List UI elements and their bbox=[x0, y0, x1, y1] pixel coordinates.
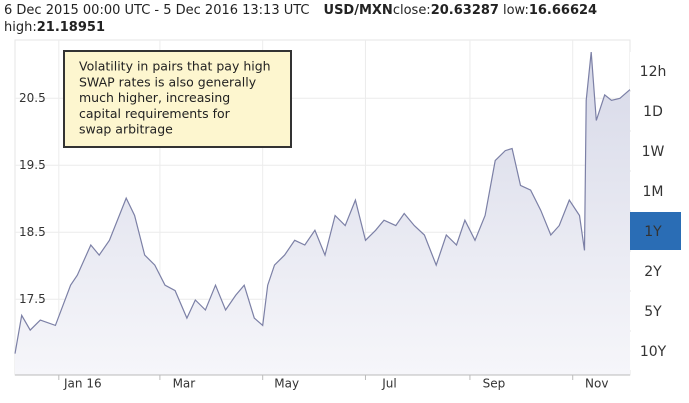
y-tick-label: 18.5 bbox=[19, 225, 46, 239]
stat-label: close: bbox=[393, 3, 431, 18]
date-range: 6 Dec 2015 00:00 UTC - 5 Dec 2016 13:13 … bbox=[4, 3, 310, 18]
range-button-label[interactable]: 2Y bbox=[644, 264, 662, 280]
x-tick-label: Sep bbox=[483, 377, 506, 391]
stat-value: 21.18951 bbox=[37, 20, 105, 35]
range-button-label[interactable]: 1W bbox=[642, 144, 665, 160]
range-button-label[interactable]: 1M bbox=[643, 184, 664, 200]
range-button[interactable] bbox=[630, 132, 681, 170]
range-button-label[interactable]: 10Y bbox=[640, 344, 667, 360]
range-button-label[interactable]: 1Y bbox=[644, 224, 662, 240]
header-line: high:21.18951 bbox=[4, 20, 105, 35]
y-tick-label: 19.5 bbox=[19, 158, 46, 172]
annotation-line: swap arbitrage bbox=[79, 122, 173, 137]
y-tick-label: 20.5 bbox=[19, 91, 46, 105]
y-tick-label: 17.5 bbox=[19, 292, 46, 306]
range-button[interactable] bbox=[630, 172, 681, 210]
x-tick-label: Mar bbox=[173, 377, 196, 391]
x-tick-label: Nov bbox=[585, 377, 608, 391]
x-tick-label: Jul bbox=[381, 377, 396, 391]
range-button[interactable] bbox=[630, 212, 681, 250]
range-button[interactable] bbox=[630, 52, 681, 90]
annotation-line: SWAP rates is also generally bbox=[79, 74, 257, 89]
annotation-line: much higher, increasing bbox=[79, 90, 230, 105]
annotation-box bbox=[63, 50, 292, 148]
stat-value: 20.63287 bbox=[431, 3, 499, 18]
annotation-line: Volatility in pairs that pay high bbox=[79, 59, 271, 74]
range-button[interactable] bbox=[630, 332, 681, 370]
range-button-label[interactable]: 1D bbox=[643, 104, 663, 120]
annotation-line: capital requirements for bbox=[79, 106, 231, 121]
x-tick-label: Jan 16 bbox=[63, 377, 102, 391]
x-tick-label: May bbox=[274, 377, 299, 391]
area-fill bbox=[15, 52, 630, 375]
range-button[interactable] bbox=[630, 252, 681, 290]
price-line bbox=[14, 52, 631, 354]
stat-value: 16.66624 bbox=[529, 3, 597, 18]
range-button[interactable] bbox=[630, 92, 681, 130]
header-line: 6 Dec 2015 00:00 UTC - 5 Dec 2016 13:13 … bbox=[4, 3, 597, 18]
range-button-label[interactable]: 12h bbox=[640, 64, 667, 80]
pair-title: USD/MXN bbox=[324, 3, 393, 18]
stat-label: high: bbox=[4, 20, 37, 35]
range-button-label[interactable]: 5Y bbox=[644, 304, 662, 320]
range-button[interactable] bbox=[630, 292, 681, 330]
stat-label: low: bbox=[503, 3, 529, 18]
